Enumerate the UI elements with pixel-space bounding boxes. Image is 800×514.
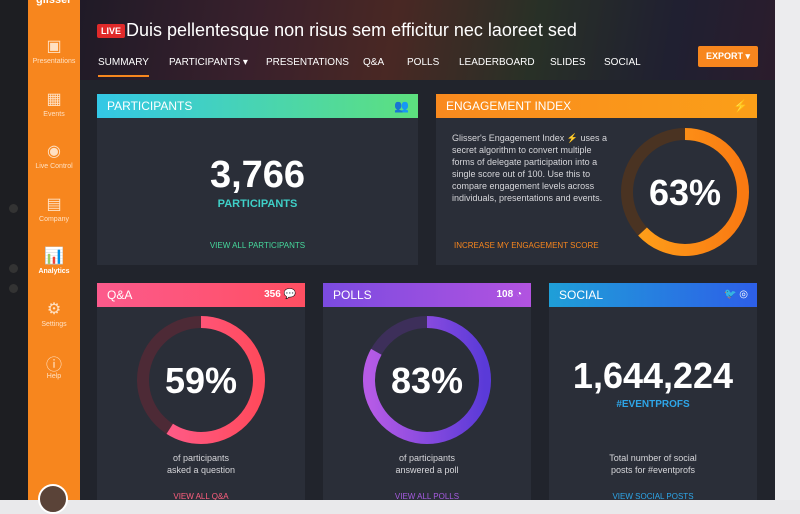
sidebar: glisser ▣ Presentations ▦ Events ◉ Live Contr… — [28, 0, 80, 514]
sidebar-item[interactable]: Settings — [41, 320, 67, 328]
card-title: POLLS — [333, 288, 372, 302]
social-value: 1,644,224 — [572, 355, 734, 396]
caption: of participants — [172, 453, 230, 463]
card-link[interactable]: VIEW ALL POLLS — [394, 492, 460, 500]
engagement-link[interactable]: INCREASE MY ENGAGEMENT SCORE — [454, 241, 599, 250]
card-link[interactable]: VIEW ALL Q&A — [173, 492, 229, 500]
gauge-label: 83% — [391, 360, 463, 401]
nav-tab[interactable]: PRESENTATIONS — [266, 57, 349, 68]
nav-icon: ⓘ — [45, 357, 62, 374]
engagement-description: Glisser's Engagement Index ⚡ uses a secre… — [452, 132, 622, 204]
users-icon: 👥 — [394, 99, 409, 113]
gauge: 63% — [621, 128, 749, 256]
sidebar-item[interactable]: Company — [39, 215, 69, 223]
nav-tab[interactable]: Q&A — [363, 57, 385, 68]
bezel-dot — [9, 204, 18, 213]
card-link[interactable]: VIEW SOCIAL POSTS — [612, 492, 694, 500]
nav-tab[interactable]: SUMMARY — [98, 57, 149, 77]
caption: answered a poll — [395, 465, 459, 475]
nav-icon: ▦ — [46, 90, 62, 108]
participants-label: PARTICIPANTS — [217, 198, 298, 210]
sidebar-item[interactable]: Analytics — [38, 268, 70, 275]
gauge-arc — [621, 128, 749, 256]
bezel-dot — [9, 284, 18, 293]
caption: Total number of social — [609, 453, 697, 463]
header-shade — [80, 0, 775, 80]
caption: asked a question — [166, 465, 236, 475]
description-line: single score out of 100. Use this to — [452, 169, 591, 179]
hashtag: #EVENTPROFS — [616, 399, 690, 410]
card-title: PARTICIPANTS — [107, 99, 193, 113]
gauge-wrap: 63% — [621, 128, 749, 256]
participants-link[interactable]: VIEW ALL PARTICIPANTS — [209, 241, 306, 250]
nav-icon: 📊 — [44, 248, 64, 265]
caption: posts for #eventprofs — [610, 465, 696, 475]
participants-card: PARTICIPANTS 👥 3,766 PARTICIPANTS VIEW AL… — [97, 94, 418, 265]
caption: of participants — [398, 453, 456, 463]
gauge-wrap: 83% — [363, 316, 491, 444]
qa-card: Q&A 356 💬 59% of participants asked a quest… — [97, 283, 305, 500]
nav-icon: ▤ — [46, 195, 62, 213]
gauge-label: 59% — [165, 360, 237, 401]
qa-count: 356 💬 — [264, 289, 296, 300]
description-line: forms of delegate participation into a — [452, 157, 598, 167]
bolt-icon: ⚡ — [733, 99, 748, 113]
nav-tab[interactable]: PARTICIPANTS ▾ — [169, 57, 248, 68]
polls-count: 108 ◔ — [496, 289, 522, 300]
right-bezel — [775, 0, 800, 500]
card-header: SOCIAL 🐦 ◎ — [549, 283, 757, 307]
event-title: Duis pellentesque non risus sem efficitu… — [126, 20, 577, 40]
polls-card: POLLS 108 ◔ 83% of participants answered a … — [323, 283, 531, 500]
gauge-label: 63% — [649, 172, 721, 213]
participants-value: 3,766 — [209, 154, 306, 196]
count: 108 — [496, 289, 514, 300]
gauge-wrap: 59% — [137, 316, 265, 444]
gauge: 83% — [363, 316, 491, 444]
live-badge: LIVE — [97, 24, 126, 38]
card-title: SOCIAL — [559, 288, 604, 302]
sidebar-item[interactable]: Help — [46, 373, 62, 380]
nav-icon: ▣ — [46, 38, 62, 55]
bezel-dot — [9, 264, 18, 273]
nav-icon: ◉ — [47, 143, 61, 160]
card-title: Q&A — [107, 288, 133, 302]
gauge-arc — [363, 316, 491, 444]
description-intro: Glisser's Engagement Index — [452, 133, 565, 143]
bezel — [0, 0, 28, 500]
nav-tab[interactable]: LEADERBOARD — [459, 57, 535, 68]
social-icons: 🐦 ◎ — [724, 289, 748, 300]
nav: SUMMARY PARTICIPANTS ▾ PRESENTATIONS Q&A POL… — [80, 52, 775, 77]
card-header: POLLS 108 ◔ — [323, 283, 531, 307]
gauge: 59% — [137, 316, 265, 444]
gauge-arc — [137, 316, 265, 444]
sidebar-item[interactable]: Live Control — [35, 163, 73, 170]
export-button[interactable]: EXPORT ▾ — [698, 46, 758, 67]
nav-tab[interactable]: SOCIAL — [604, 57, 641, 68]
count: 356 — [264, 289, 281, 300]
nav-tab[interactable]: POLLS — [407, 57, 440, 68]
logo: glisser — [36, 0, 72, 6]
sidebar-item[interactable]: Events — [43, 110, 65, 118]
bolt: ⚡ — [564, 133, 581, 143]
card-header: Q&A 356 💬 — [97, 283, 305, 307]
description-line: individuals, presentations and events. — [452, 193, 603, 203]
nav-icon: ⚙ — [46, 300, 62, 318]
avatar — [38, 484, 68, 514]
description-line: compare engagement levels across — [452, 181, 595, 191]
header-background — [80, 0, 775, 80]
description-line: Glisser's Engagement Index ⚡ uses a — [452, 132, 622, 144]
export-label: EXPORT — [705, 51, 743, 61]
card-title: ENGAGEMENT INDEX — [446, 99, 572, 113]
description-line: uses a — [580, 133, 608, 143]
nav-tab[interactable]: SLIDES — [550, 57, 586, 68]
engagement-card: ENGAGEMENT INDEX ⚡ Glisser's Engagement I… — [436, 94, 757, 265]
sidebar-item[interactable]: Presentations — [32, 58, 76, 65]
social-card: SOCIAL 🐦 ◎ 1,644,224 #EVENTPROFS Total nu… — [549, 283, 757, 500]
card-header: ENGAGEMENT INDEX ⚡ — [436, 94, 757, 118]
description-line: secret algorithm to convert multiple — [452, 145, 592, 155]
card-header: PARTICIPANTS 👥 — [97, 94, 418, 118]
